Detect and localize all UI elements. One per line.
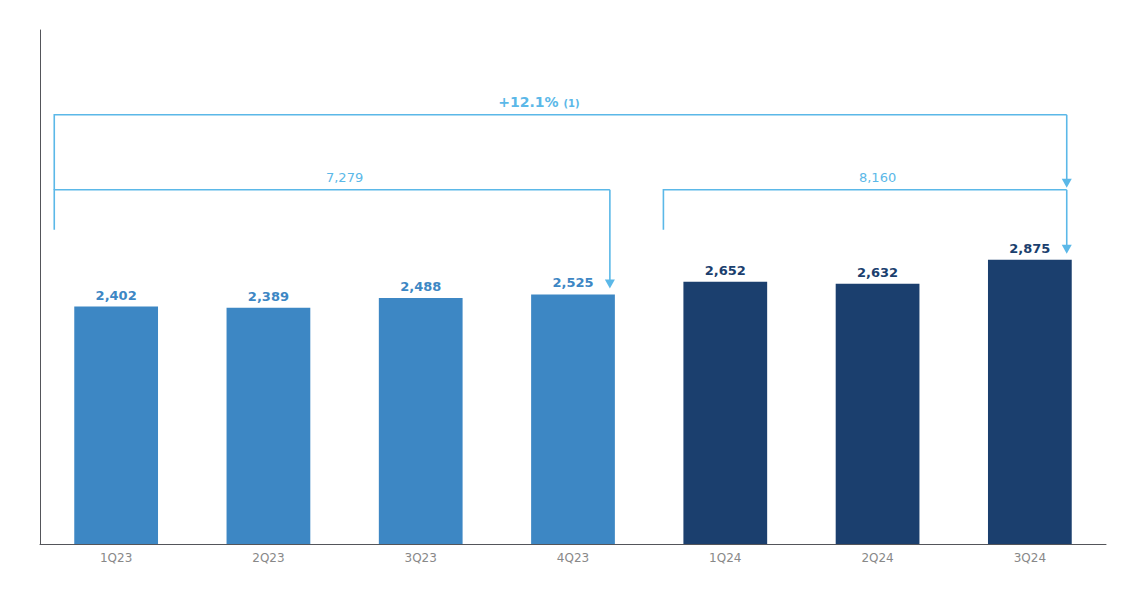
svg-text:+12.1%: +12.1%: [498, 94, 558, 110]
svg-text:3Q24: 3Q24: [1014, 551, 1046, 565]
svg-text:2,389: 2,389: [248, 289, 289, 304]
svg-text:2,402: 2,402: [96, 288, 137, 303]
svg-text:2,652: 2,652: [705, 263, 746, 278]
svg-text:2,525: 2,525: [552, 275, 593, 290]
svg-text:2Q24: 2Q24: [861, 551, 893, 565]
svg-text:1Q24: 1Q24: [709, 551, 741, 565]
svg-text:4Q23: 4Q23: [557, 551, 589, 565]
svg-text:2,632: 2,632: [857, 265, 898, 280]
svg-text:8,160: 8,160: [859, 170, 896, 185]
svg-text:2,488: 2,488: [400, 279, 441, 294]
svg-text:(1): (1): [564, 98, 580, 109]
svg-text:7,279: 7,279: [326, 170, 363, 185]
svg-text:2Q23: 2Q23: [252, 551, 284, 565]
svg-text:1Q23: 1Q23: [100, 551, 132, 565]
svg-text:3Q23: 3Q23: [405, 551, 437, 565]
svg-text:2,875: 2,875: [1009, 241, 1050, 256]
